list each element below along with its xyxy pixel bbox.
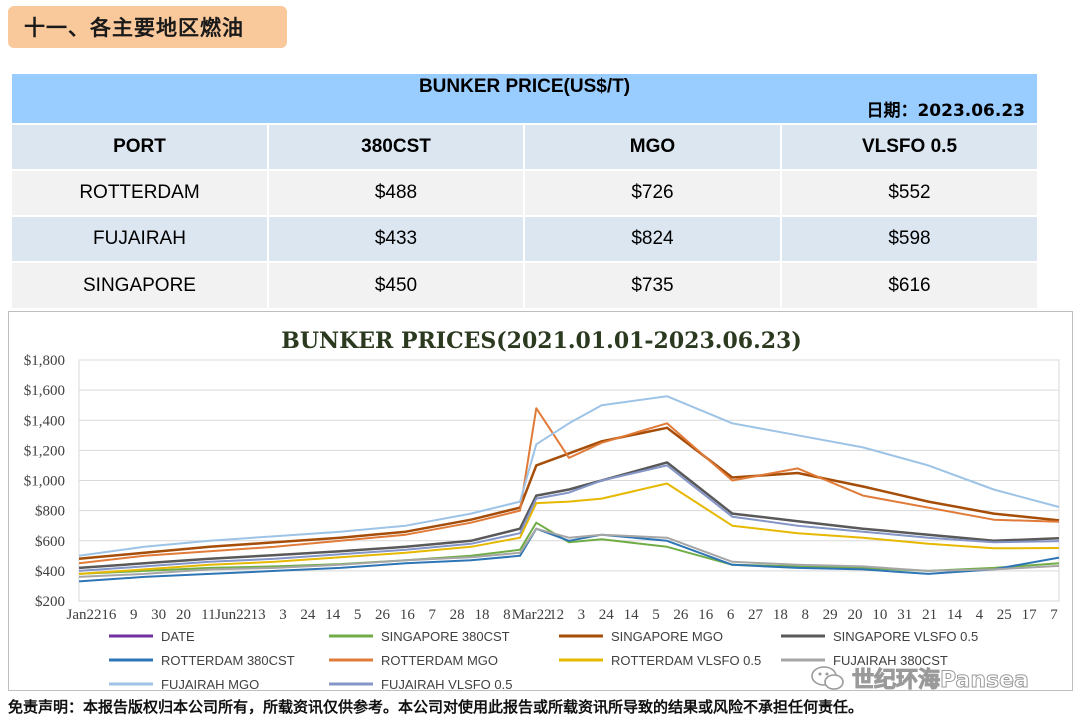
y-tick-label: $1,800 (24, 353, 65, 369)
x-tick-label: 9 (130, 607, 138, 623)
chart-canvas: BUNKER PRICES(2021.01.01-2023.06.23) $200… (24, 328, 1060, 692)
table-row: FUJAIRAH $433 $824 $598 (12, 215, 1037, 262)
series-line-singapore-380cst (78, 521, 1060, 575)
legend-label: FUJAIRAH VLSFO 0.5 (381, 677, 512, 692)
x-tick-label: 4 (976, 607, 984, 623)
x-tick-label: 7 (1050, 607, 1058, 623)
legend-label: DATE (161, 629, 195, 644)
x-tick-label: 18 (773, 607, 788, 623)
table-title-cell: BUNKER PRICE(US$/T) 日期：2023.06.23 (12, 74, 1037, 124)
price-cell: $824 (524, 215, 782, 262)
table-title: BUNKER PRICE(US$/T) (418, 76, 631, 97)
x-tick-label: 26 (673, 607, 689, 623)
price-cell: $726 (524, 169, 782, 216)
price-cell: $450 (268, 261, 525, 308)
x-tick-label: 14 (325, 607, 341, 623)
bunker-price-chart: BUNKER PRICES(2021.01.01-2023.06.23) $200… (8, 311, 1073, 692)
x-tick-label: 12 (549, 607, 564, 623)
port-cell: ROTTERDAM (12, 169, 269, 216)
price-cell: $598 (781, 215, 1037, 262)
x-tick-label: 31 (897, 607, 912, 623)
x-tick-label: 20 (848, 607, 863, 623)
x-tick-label: 10 (872, 607, 887, 623)
x-tick-label: 16 (698, 607, 714, 623)
price-cell: $616 (781, 261, 1037, 308)
x-tick-label: 14 (624, 607, 640, 623)
x-tick-label: 25 (997, 607, 1012, 623)
x-tick-label: 11 (201, 607, 215, 623)
x-tick-label: 24 (599, 607, 615, 623)
x-tick-label: 24 (300, 607, 316, 623)
x-tick-label: Jan22 (67, 607, 102, 623)
port-cell: SINGAPORE (12, 261, 269, 308)
x-tick-label: 27 (748, 607, 764, 623)
legend-label: SINGAPORE MGO (611, 629, 723, 644)
bunker-price-table: BUNKER PRICE(US$/T) 日期：2023.06.23 PORT 3… (12, 74, 1037, 308)
disclaimer: 免责声明：本报告版权归本公司所有，所载资讯仅供参考。本公司对使用此报告或所载资讯… (8, 698, 864, 716)
header-port: PORT (12, 123, 269, 170)
x-tick-label: 8 (503, 607, 511, 623)
x-tick-label: 28 (450, 607, 465, 623)
price-cell: $552 (781, 169, 1037, 216)
x-tick-label: 3 (279, 607, 287, 623)
table-row: SINGAPORE $450 $735 $616 (12, 261, 1037, 308)
legend-label: FUJAIRAH MGO (161, 677, 259, 692)
y-tick-label: $200 (35, 594, 65, 610)
price-cell: $433 (268, 215, 525, 262)
chart-title: BUNKER PRICES(2021.01.01-2023.06.23) (281, 328, 802, 354)
y-tick-label: $400 (35, 564, 65, 580)
price-cell: $488 (268, 169, 525, 216)
legend-label: SINGAPORE 380CST (381, 629, 510, 644)
x-tick-label: 14 (947, 607, 963, 623)
x-tick-label: 3 (578, 607, 586, 623)
series-line-rotterdam-380cst (78, 527, 1060, 583)
series-line-singapore-vlsfo-0-5 (78, 461, 1060, 570)
price-cell: $735 (524, 261, 782, 308)
x-tick-label: 6 (727, 607, 735, 623)
x-tick-label: 30 (151, 607, 166, 623)
x-tick-label: 8 (802, 607, 810, 623)
y-tick-label: $1,400 (24, 413, 65, 429)
y-tick-label: $800 (35, 504, 65, 520)
watermark: 世纪环海Pansea (810, 662, 1029, 694)
wechat-icon (811, 666, 844, 690)
x-tick-label: Jun22 (215, 607, 251, 623)
x-tick-label: 29 (823, 607, 838, 623)
series-line-fujairah-380cst (78, 527, 1060, 578)
legend-label: ROTTERDAM VLSFO 0.5 (611, 653, 761, 668)
x-tick-label: 17 (1022, 607, 1038, 623)
x-tick-label: 18 (474, 607, 489, 623)
x-tick-label: 7 (428, 607, 436, 623)
section-title: 十一、各主要地区燃油 (8, 6, 287, 48)
header-vlsfo: VLSFO 0.5 (781, 123, 1037, 170)
x-tick-label: 13 (251, 607, 266, 623)
header-mgo: MGO (524, 123, 782, 170)
x-tick-label: 16 (400, 607, 416, 623)
series-line-fujairah-vlsfo-0-5 (78, 464, 1060, 572)
x-tick-label: 5 (652, 607, 660, 623)
table-header-row: PORT 380CST MGO VLSFO 0.5 (12, 123, 1037, 170)
port-cell: FUJAIRAH (12, 215, 269, 262)
x-tick-label: 26 (375, 607, 391, 623)
series-line-rotterdam-vlsfo-0-5 (78, 482, 1060, 575)
header-380cst: 380CST (268, 123, 525, 170)
y-tick-label: $1,000 (24, 474, 65, 490)
x-tick-label: 21 (922, 607, 937, 623)
x-tick-label: 20 (176, 607, 191, 623)
series-line-fujairah-mgo (78, 395, 1060, 557)
legend-label: ROTTERDAM MGO (381, 653, 498, 668)
x-tick-label: 16 (101, 607, 117, 623)
legend-label: ROTTERDAM 380CST (161, 653, 295, 668)
x-tick-label: 5 (354, 607, 362, 623)
series-line-singapore-mgo (78, 426, 1060, 561)
y-tick-label: $1,200 (24, 443, 65, 459)
y-tick-label: $1,600 (24, 383, 65, 399)
table-date: 日期：2023.06.23 (866, 101, 1025, 121)
watermark-text: 世纪环海Pansea (852, 668, 1030, 694)
table-row: ROTTERDAM $488 $726 $552 (12, 169, 1037, 216)
x-tick-label: Mar22 (512, 607, 552, 623)
legend-label: SINGAPORE VLSFO 0.5 (833, 629, 978, 644)
y-tick-label: $600 (35, 534, 65, 550)
legend-label: FUJAIRAH 380CST (833, 653, 948, 668)
